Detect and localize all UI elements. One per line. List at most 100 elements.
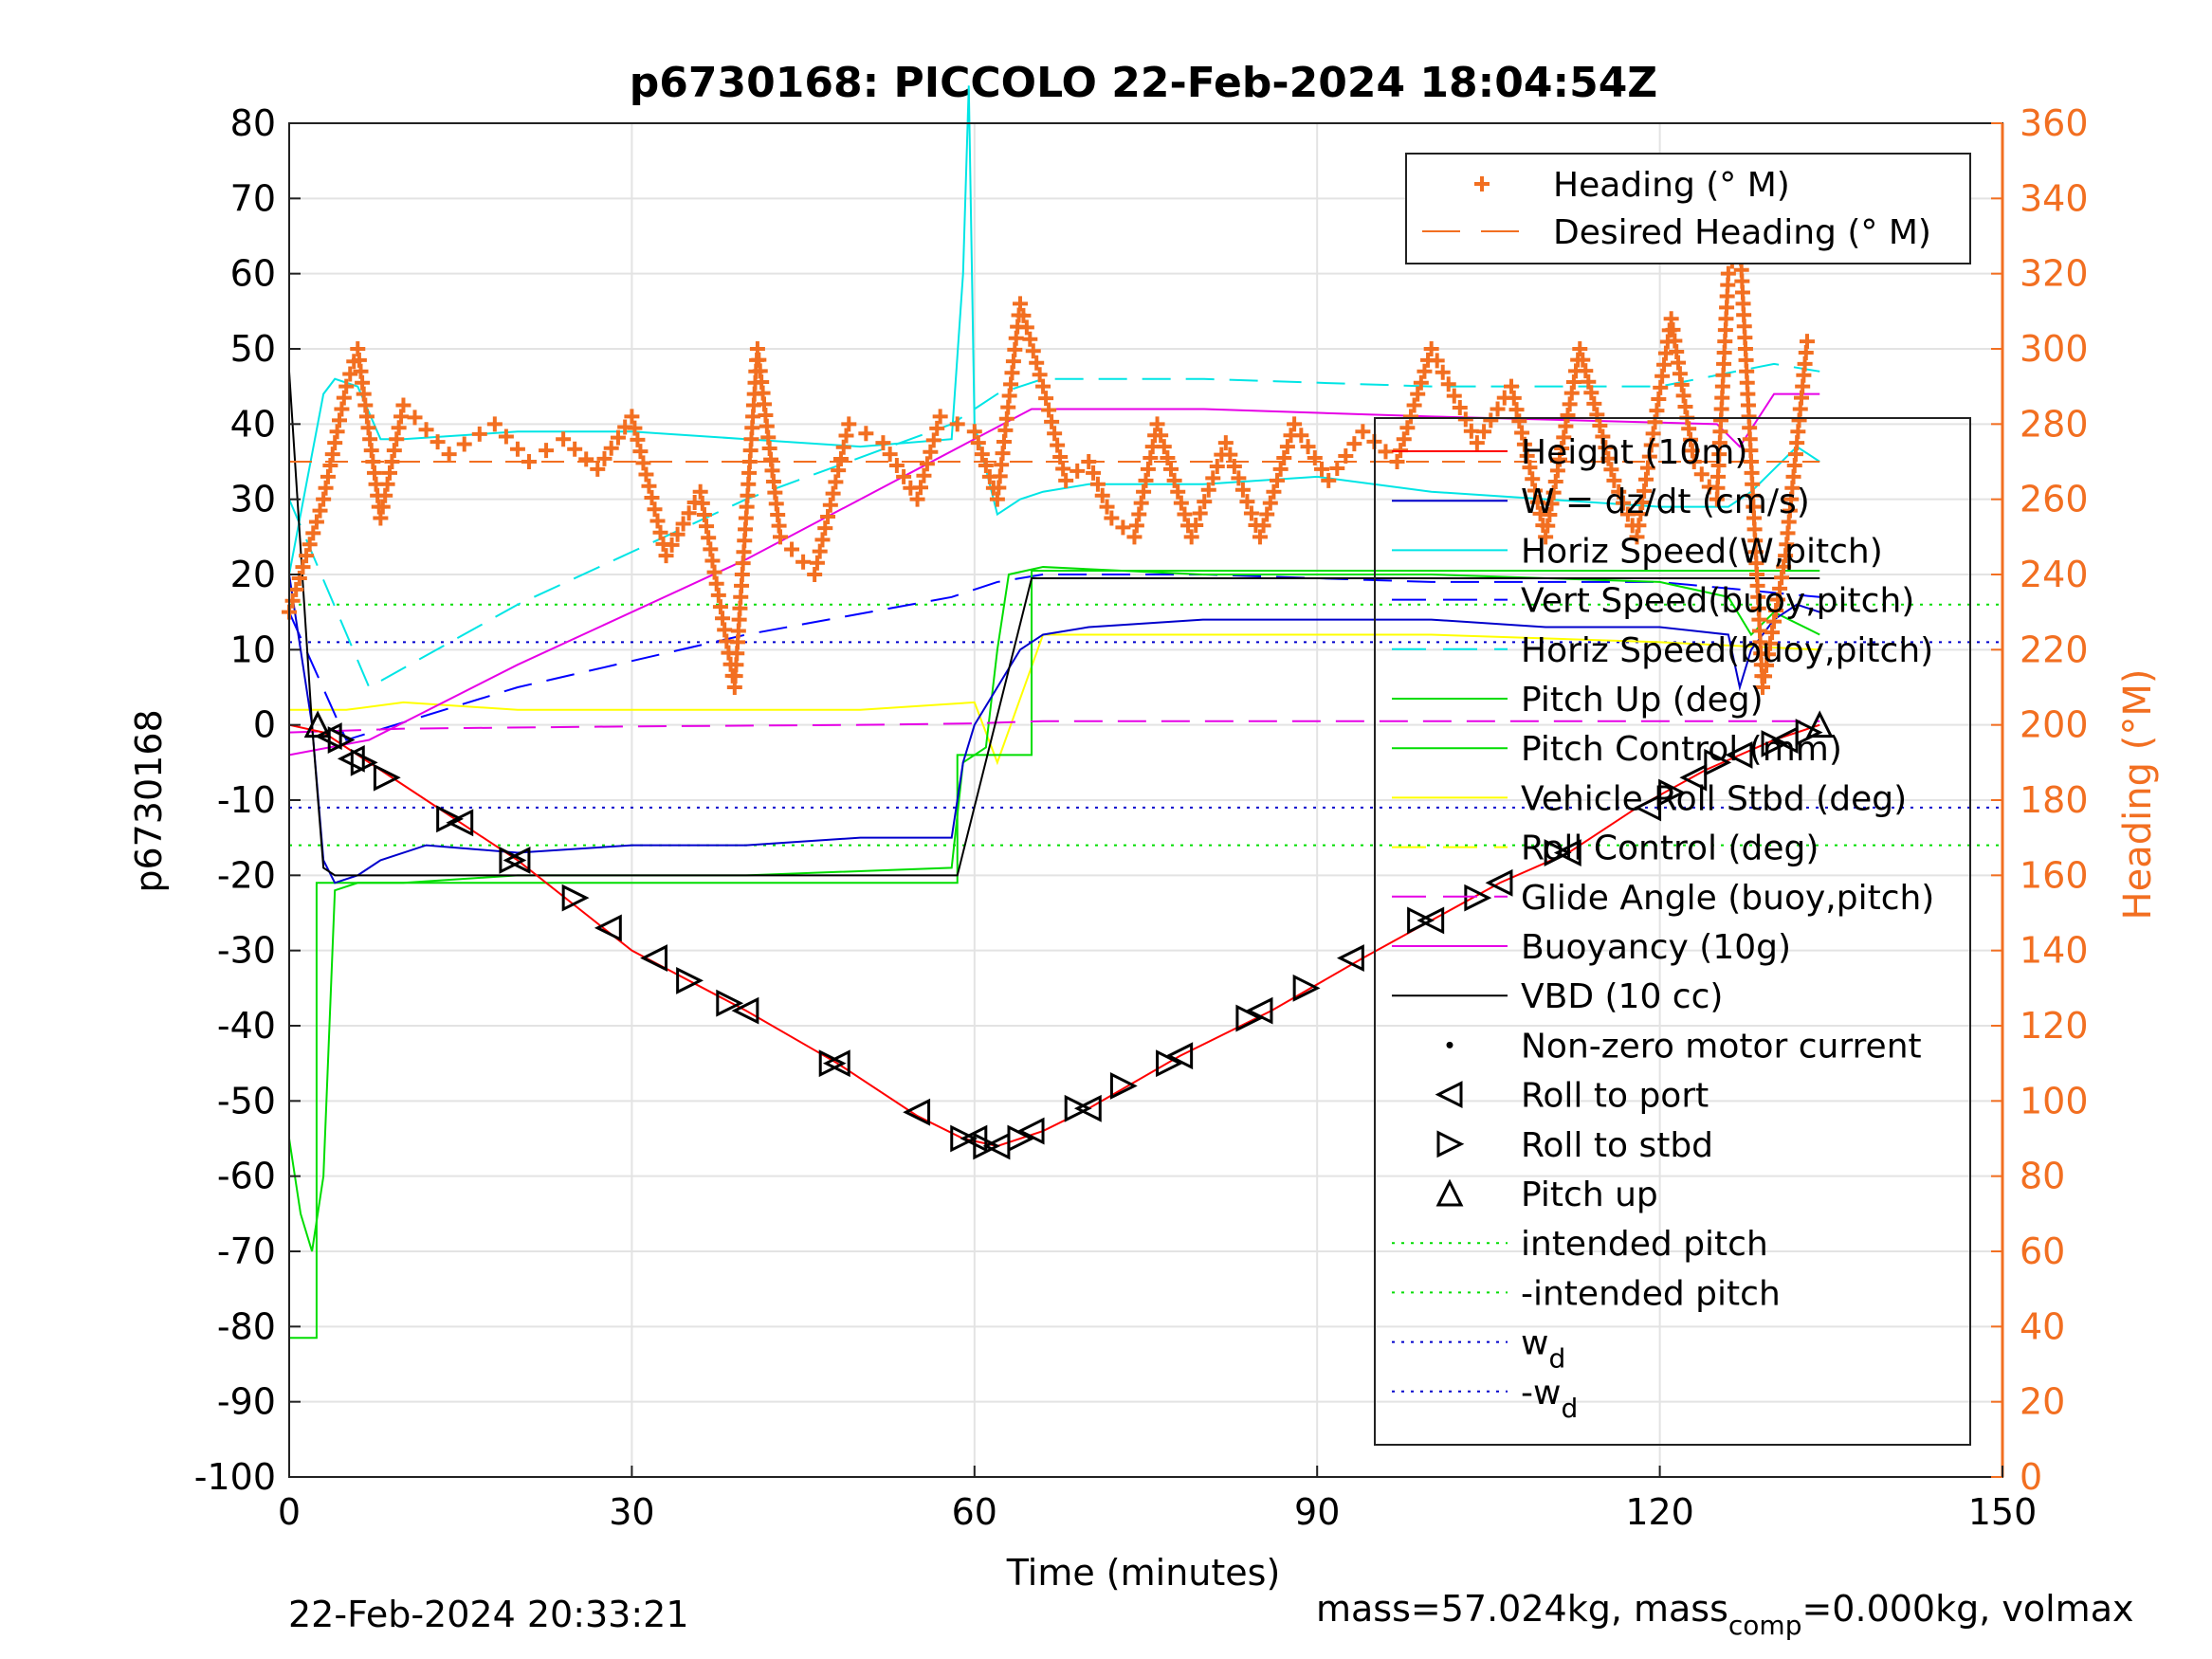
heading-point [1133, 495, 1149, 511]
legend-label-text: w [1521, 1324, 1548, 1363]
heading-point [1329, 460, 1345, 476]
heading-point [699, 519, 715, 535]
heading-point [318, 480, 334, 496]
heading-point [1525, 471, 1541, 487]
heading-point [681, 505, 697, 521]
legend-swatch-marker [1435, 1178, 1464, 1207]
legend-label-sub: d [1561, 1393, 1578, 1424]
heading-point [1511, 413, 1527, 429]
heading-point [1209, 458, 1225, 474]
heading-point [632, 444, 649, 460]
heading-point [710, 587, 726, 603]
heading-point [694, 495, 710, 511]
y2-tick-label: 120 [2020, 1005, 2089, 1047]
bottom-axis-ticks: 0 30 60 90 120 150 [278, 1466, 2037, 1533]
roll-to-port-marker [503, 847, 531, 874]
roll-to-stbd-marker [373, 763, 401, 792]
heading-point [1469, 435, 1485, 451]
heading-point [1099, 499, 1115, 515]
y-tick-label: -80 [217, 1305, 276, 1347]
heading-point [675, 516, 691, 532]
heading-point [1266, 483, 1282, 500]
heading-point [312, 502, 328, 519]
series-legend-label: Pitch Control (mm) [1521, 730, 1842, 769]
heading-point [1217, 435, 1234, 451]
heading-point [1081, 454, 1097, 469]
heading-point [373, 510, 389, 526]
heading-point [858, 426, 874, 442]
heading-point [635, 455, 651, 471]
heading-point [1545, 484, 1562, 501]
roll-to-stbd-marker [1007, 1124, 1035, 1153]
heading-point [970, 435, 986, 451]
y-tick-label: -50 [217, 1080, 276, 1121]
series-legend-label: Non-zero motor current [1521, 1027, 1922, 1066]
x-tick-label: 0 [278, 1491, 301, 1533]
footer-timestamp: 22-Feb-2024 20:33:21 [288, 1594, 689, 1635]
heading-point [1410, 386, 1426, 402]
y2-tick-label: 240 [2020, 554, 2089, 595]
series-legend-label: Roll to port [1521, 1077, 1709, 1116]
heading-point [1686, 454, 1702, 469]
heading-point [1600, 450, 1617, 466]
pitch-up-marker [303, 710, 332, 738]
heading-point [1519, 447, 1535, 464]
roll-to-port-marker [822, 1049, 850, 1078]
heading-point [1192, 505, 1208, 521]
heading-point [1300, 439, 1316, 455]
series-roll [289, 633, 1820, 766]
heading-point [832, 450, 849, 466]
heading-point [1378, 444, 1394, 460]
heading-point [1558, 418, 1574, 434]
y-tick-label: -10 [217, 779, 276, 821]
heading-point [1231, 470, 1247, 486]
heading-point [1552, 451, 1568, 467]
heading-point [302, 537, 318, 553]
y2-tick-label: 360 [2020, 102, 2089, 144]
y2-tick-label: 60 [2020, 1231, 2065, 1272]
roll-to-stbd-marker [499, 847, 527, 874]
heading-point [1089, 476, 1106, 492]
heading-point [295, 559, 311, 575]
y-tick-label: -100 [194, 1456, 276, 1498]
heading-point [703, 541, 719, 557]
heading-point [1140, 461, 1156, 477]
heading-point [773, 529, 789, 545]
heading-point [929, 420, 945, 436]
heading-point [1015, 307, 1032, 323]
heading-point [1563, 385, 1580, 401]
heading-point [1173, 495, 1189, 511]
heading-point [1413, 374, 1429, 391]
heading-point [382, 465, 398, 481]
heading-point [835, 439, 851, 455]
heading-point [916, 467, 932, 483]
roll-to-port-marker [1336, 944, 1364, 973]
y2-tick-label: 300 [2020, 328, 2089, 370]
heading-point [327, 435, 343, 451]
roll-to-port-marker [1485, 868, 1513, 897]
heading-point [919, 456, 935, 472]
heading-point [1041, 402, 1057, 418]
heading-point [896, 468, 912, 484]
series-pitch-up [288, 566, 1820, 1252]
heading-point [1200, 482, 1216, 498]
heading-point [308, 514, 324, 530]
heading-point [1616, 495, 1632, 511]
heading-point [556, 431, 572, 447]
heading-point [1768, 603, 1784, 619]
heading-point [418, 422, 434, 438]
y2-tick-label: 320 [2020, 253, 2089, 295]
x-tick-label: 60 [952, 1491, 997, 1533]
heading-point [1149, 416, 1165, 432]
heading-point [1188, 517, 1204, 533]
heading-point [966, 424, 982, 440]
heading-point [630, 431, 646, 447]
heading-point [338, 378, 355, 394]
heading-point [1774, 570, 1790, 586]
heading-point [1156, 439, 1172, 455]
heading-point [471, 426, 487, 442]
heading-point [486, 416, 503, 432]
heading-point [1757, 668, 1773, 684]
heading-point [825, 485, 841, 501]
heading-point [717, 622, 733, 638]
